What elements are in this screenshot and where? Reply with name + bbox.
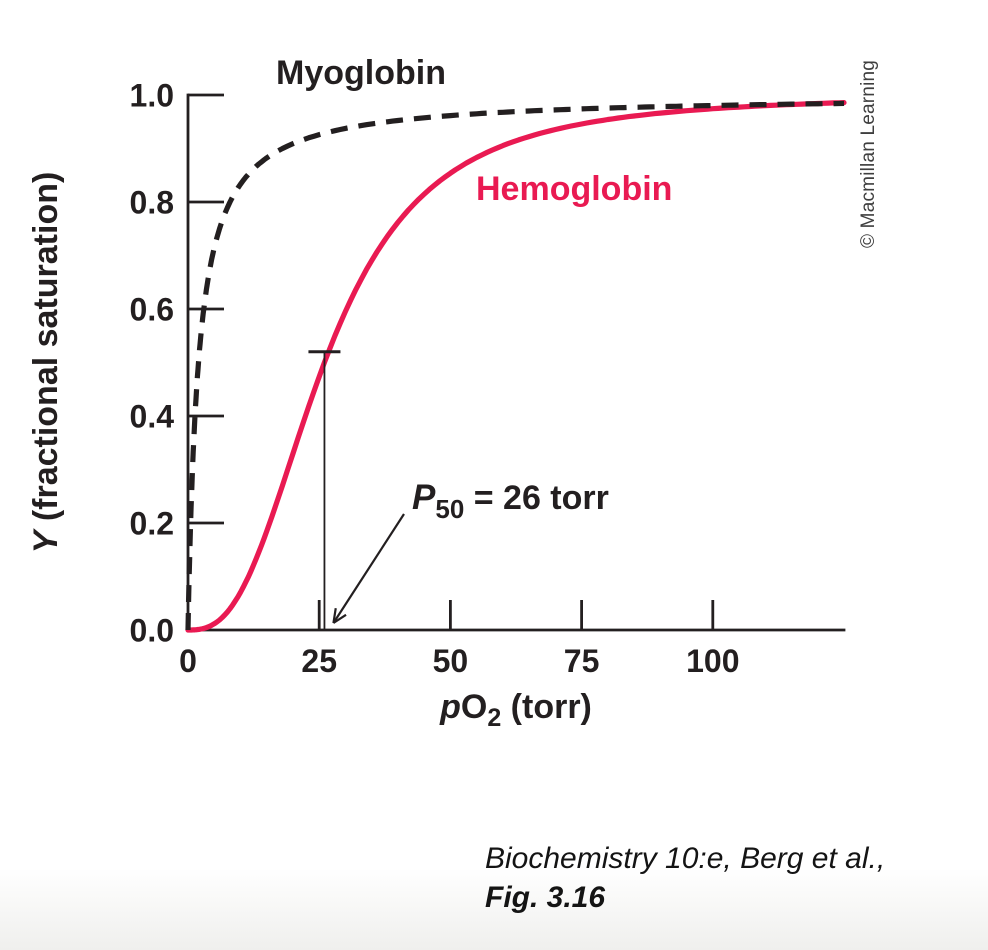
x-axis-title-main: O bbox=[461, 688, 487, 726]
y-tick-label: 0.8 bbox=[130, 185, 174, 221]
p50-value: = 26 torr bbox=[464, 479, 609, 517]
y-tick-label: 0.6 bbox=[130, 292, 174, 328]
p50-annotation-layer: P50 = 26 torr bbox=[308, 350, 609, 629]
x-tick-label: 100 bbox=[686, 643, 739, 679]
y-axis-title-symbol: Y bbox=[27, 527, 65, 553]
y-tick-label: 1.0 bbox=[130, 78, 174, 114]
bottom-gradient-strip bbox=[0, 868, 988, 950]
oxygen-binding-chart: 0.0 0.2 0.4 0.6 0.8 1.0 0 25 50 75 100 Y (fractiona… bbox=[27, 54, 879, 732]
hemoglobin-curve-label: Hemoglobin bbox=[476, 170, 672, 208]
p50-symbol: P bbox=[412, 478, 436, 517]
x-tick-label: 75 bbox=[564, 643, 600, 679]
p50-subscript: 50 bbox=[435, 494, 464, 524]
myoglobin-curve-label: Myoglobin bbox=[276, 54, 446, 92]
p50-arrowhead bbox=[332, 608, 337, 624]
copyright-text: © Macmillan Learning bbox=[858, 60, 879, 248]
p50-arrowhead bbox=[332, 613, 347, 624]
hemoglobin-curve bbox=[185, 100, 847, 633]
x-axis-title-rest: (torr) bbox=[501, 688, 592, 726]
citation-figure-number: Fig. 3.16 bbox=[485, 881, 606, 914]
y-tick-label: 0.0 bbox=[130, 613, 174, 649]
p50-label: P50 = 26 torr bbox=[412, 478, 609, 524]
y-tick-label: 0.2 bbox=[130, 506, 174, 542]
y-tick-label: 0.4 bbox=[130, 399, 175, 435]
citation-source-text: Biochemistry 10:e, Berg et al., bbox=[485, 842, 886, 875]
x-axis-title-symbol: p bbox=[439, 688, 461, 726]
x-tick-label: 50 bbox=[433, 643, 469, 679]
p50-arrow-line bbox=[332, 513, 405, 624]
x-axis-title-subscript: 2 bbox=[487, 704, 501, 732]
curves-layer bbox=[185, 100, 847, 633]
citation-block: Biochemistry 10:e, Berg et al., Fig. 3.1… bbox=[485, 839, 885, 917]
myoglobin-curve bbox=[185, 100, 845, 631]
x-tick-label: 0 bbox=[179, 643, 197, 679]
x-axis-title: pO2 (torr) bbox=[439, 688, 592, 732]
axes-layer: 0.0 0.2 0.4 0.6 0.8 1.0 0 25 50 75 100 Y (fractiona… bbox=[27, 78, 846, 732]
y-axis-title-rest: (fractional saturation) bbox=[27, 172, 65, 531]
y-axis-title: Y (fractional saturation) bbox=[27, 172, 65, 554]
x-tick-label: 25 bbox=[301, 643, 337, 679]
